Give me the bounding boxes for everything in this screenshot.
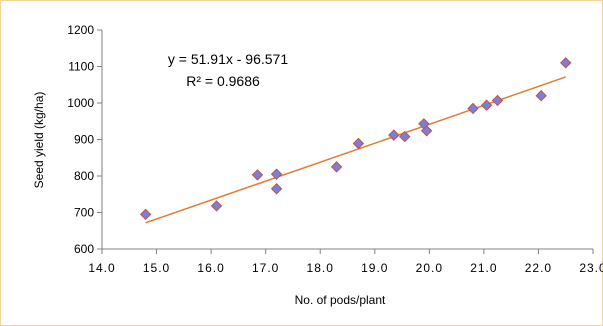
data-point	[352, 137, 365, 150]
data-point	[467, 102, 479, 115]
data-point	[270, 168, 283, 180]
x-tick-label: 16.0	[197, 261, 224, 275]
data-point	[399, 130, 411, 143]
y-tick-label: 600	[74, 242, 94, 256]
y-tick-label: 700	[74, 206, 94, 220]
x-tick-label: 19.0	[361, 261, 388, 275]
data-point	[491, 94, 504, 107]
x-ticks: 14.0 15.0 16.0 17.0 18.0 19.0 20.0 21.0 22.0 23.0	[88, 249, 603, 275]
equation-label: y = 51.91x - 96.571	[168, 51, 288, 67]
y-tick-label: 900	[74, 133, 94, 147]
y-tick-label: 800	[74, 169, 94, 183]
x-tick-label: 14.0	[88, 261, 115, 275]
data-point	[420, 125, 433, 137]
x-tick-label: 22.0	[525, 261, 552, 275]
x-axis-title: No. of pods/plant	[295, 293, 386, 307]
y-tick-label: 1200	[67, 23, 94, 37]
trendline-group	[145, 76, 566, 224]
trendline	[145, 76, 566, 224]
x-tick-label: 18.0	[307, 261, 334, 275]
data-point	[388, 129, 400, 141]
y-tick-label: 1100	[68, 60, 94, 74]
data-point	[480, 99, 493, 111]
y-axis-title: Seed yield (kg/ha)	[32, 92, 46, 189]
x-tick-label: 17.0	[252, 261, 279, 275]
x-tick-label: 23.0	[579, 261, 603, 275]
data-point	[210, 200, 223, 212]
x-tick-label: 20.0	[416, 261, 443, 275]
r-squared-label: R² = 0.9686	[186, 73, 260, 89]
x-tick-label: 15.0	[143, 261, 170, 275]
data-point	[330, 161, 343, 173]
x-tick-label: 21.0	[470, 261, 497, 275]
data-point	[560, 57, 572, 69]
y-ticks: 600 700 800 900 1000 1100 1200	[67, 23, 102, 256]
data-points	[139, 57, 572, 221]
data-point	[139, 208, 152, 221]
data-point	[251, 169, 264, 181]
y-tick-label: 1000	[67, 96, 94, 110]
data-point	[270, 183, 283, 195]
data-point	[535, 89, 547, 102]
